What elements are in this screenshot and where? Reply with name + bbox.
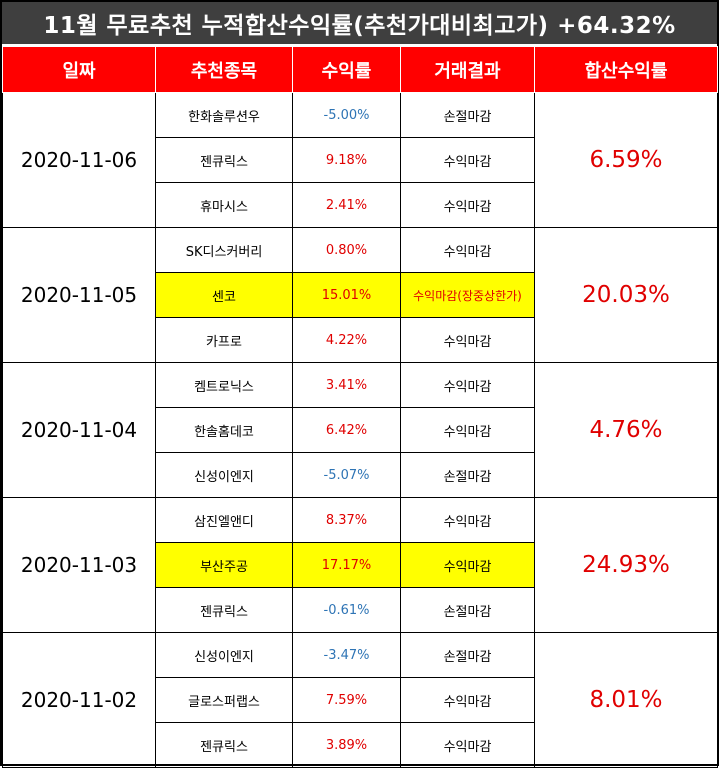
result-cell: 수익마감 — [400, 227, 535, 273]
date-cell: 2020-11-05 — [2, 227, 156, 363]
return-cell: -3.47% — [292, 632, 401, 678]
header-result: 거래결과 — [400, 46, 535, 93]
stock-cell: 켐트로닉스 — [155, 362, 293, 408]
date-cell: 2020-11-03 — [2, 497, 156, 633]
header-return: 수익률 — [292, 46, 401, 93]
stock-cell: 글로스퍼랩스 — [155, 677, 293, 723]
result-cell: 수익마감(장중상한가) — [400, 272, 535, 318]
return-cell: 3.41% — [292, 362, 401, 408]
stock-cell: 삼진엘앤디 — [155, 497, 293, 543]
table-row: 글로스퍼랩스 7.59% 수익마감 — [3, 677, 718, 723]
stock-cell: 카프로 — [155, 317, 293, 363]
date-cell: 2020-11-02 — [2, 632, 156, 768]
return-cell: -0.61% — [292, 587, 401, 633]
table-row: 휴마시스 2.41% 수익마감 — [3, 182, 718, 228]
table-row: 카프로 4.22% 수익마감 — [3, 317, 718, 363]
table-row: 한솔홈데코 6.42% 수익마감 — [3, 407, 718, 453]
result-cell: 수익마감 — [400, 317, 535, 363]
return-cell: 7.59% — [292, 677, 401, 723]
returns-table: 일짜 추천종목 수익률 거래결과 합산수익률 2020-11-06 한화솔루션우… — [2, 46, 718, 768]
return-cell: 17.17% — [292, 542, 401, 588]
date-cell: 2020-11-04 — [2, 362, 156, 498]
result-cell: 손절마감 — [400, 452, 535, 498]
stock-cell: 젠큐릭스 — [155, 722, 293, 768]
stock-cell: 부산주공 — [155, 542, 293, 588]
stock-cell: 한화솔루션우 — [155, 92, 293, 138]
result-cell: 수익마감 — [400, 722, 535, 768]
table-row-highlighted: 부산주공 17.17% 수익마감 — [3, 542, 718, 588]
header-stock: 추천종목 — [155, 46, 293, 93]
total-cell: 8.01% — [534, 632, 718, 768]
stock-cell: 젠큐릭스 — [155, 137, 293, 183]
result-cell: 수익마감 — [400, 362, 535, 408]
table-row: 신성이엔지 -5.07% 손절마감 — [3, 452, 718, 498]
total-cell: 6.59% — [534, 92, 718, 228]
result-cell: 수익마감 — [400, 497, 535, 543]
return-cell: 2.41% — [292, 182, 401, 228]
table-row: 젠큐릭스 -0.61% 손절마감 — [3, 587, 718, 633]
total-cell: 24.93% — [534, 497, 718, 633]
table-row: 2020-11-03 삼진엘앤디 8.37% 수익마감 24.93% — [2, 497, 718, 633]
stock-cell: 신성이엔지 — [155, 632, 293, 678]
return-cell: 3.89% — [292, 722, 401, 768]
header-date: 일짜 — [2, 46, 156, 93]
table-row: 젠큐릭스 3.89% 수익마감 — [3, 722, 718, 768]
result-cell: 손절마감 — [400, 92, 535, 138]
result-cell: 수익마감 — [400, 542, 535, 588]
report-title: 11월 무료추천 누적합산수익률(추천가대비최고가) +64.32% — [2, 2, 717, 44]
table-row: 2020-11-06 한화솔루션우 -5.00% 손절마감 6.59% — [2, 92, 718, 228]
return-cell: 4.22% — [292, 317, 401, 363]
date-cell: 2020-11-06 — [2, 92, 156, 228]
stock-cell: 한솔홈데코 — [155, 407, 293, 453]
return-cell: 15.01% — [292, 272, 401, 318]
stock-cell: 센코 — [155, 272, 293, 318]
result-cell: 수익마감 — [400, 407, 535, 453]
result-cell: 수익마감 — [400, 137, 535, 183]
stock-cell: 휴마시스 — [155, 182, 293, 228]
return-cell: -5.07% — [292, 452, 401, 498]
table-row-highlighted: 센코 15.01% 수익마감(장중상한가) — [3, 272, 718, 318]
table-row: 2020-11-05 SK디스커버리 0.80% 수익마감 20.03% — [2, 227, 718, 363]
return-cell: 6.42% — [292, 407, 401, 453]
return-cell: 9.18% — [292, 137, 401, 183]
return-cell: -5.00% — [292, 92, 401, 138]
result-cell: 손절마감 — [400, 632, 535, 678]
table-row: 젠큐릭스 9.18% 수익마감 — [3, 137, 718, 183]
table-row: 2020-11-04 켐트로닉스 3.41% 수익마감 4.76% — [2, 362, 718, 498]
return-cell: 8.37% — [292, 497, 401, 543]
header-total: 합산수익률 — [534, 46, 718, 93]
result-cell: 손절마감 — [400, 587, 535, 633]
result-cell: 수익마감 — [400, 182, 535, 228]
table-row: 2020-11-02 신성이엔지 -3.47% 손절마감 8.01% — [2, 632, 718, 768]
total-cell: 20.03% — [534, 227, 718, 363]
stock-cell: 신성이엔지 — [155, 452, 293, 498]
result-cell: 수익마감 — [400, 677, 535, 723]
stock-cell: 젠큐릭스 — [155, 587, 293, 633]
return-cell: 0.80% — [292, 227, 401, 273]
table-header-row: 일짜 추천종목 수익률 거래결과 합산수익률 — [2, 46, 718, 93]
stock-cell: SK디스커버리 — [155, 227, 293, 273]
total-cell: 4.76% — [534, 362, 718, 498]
